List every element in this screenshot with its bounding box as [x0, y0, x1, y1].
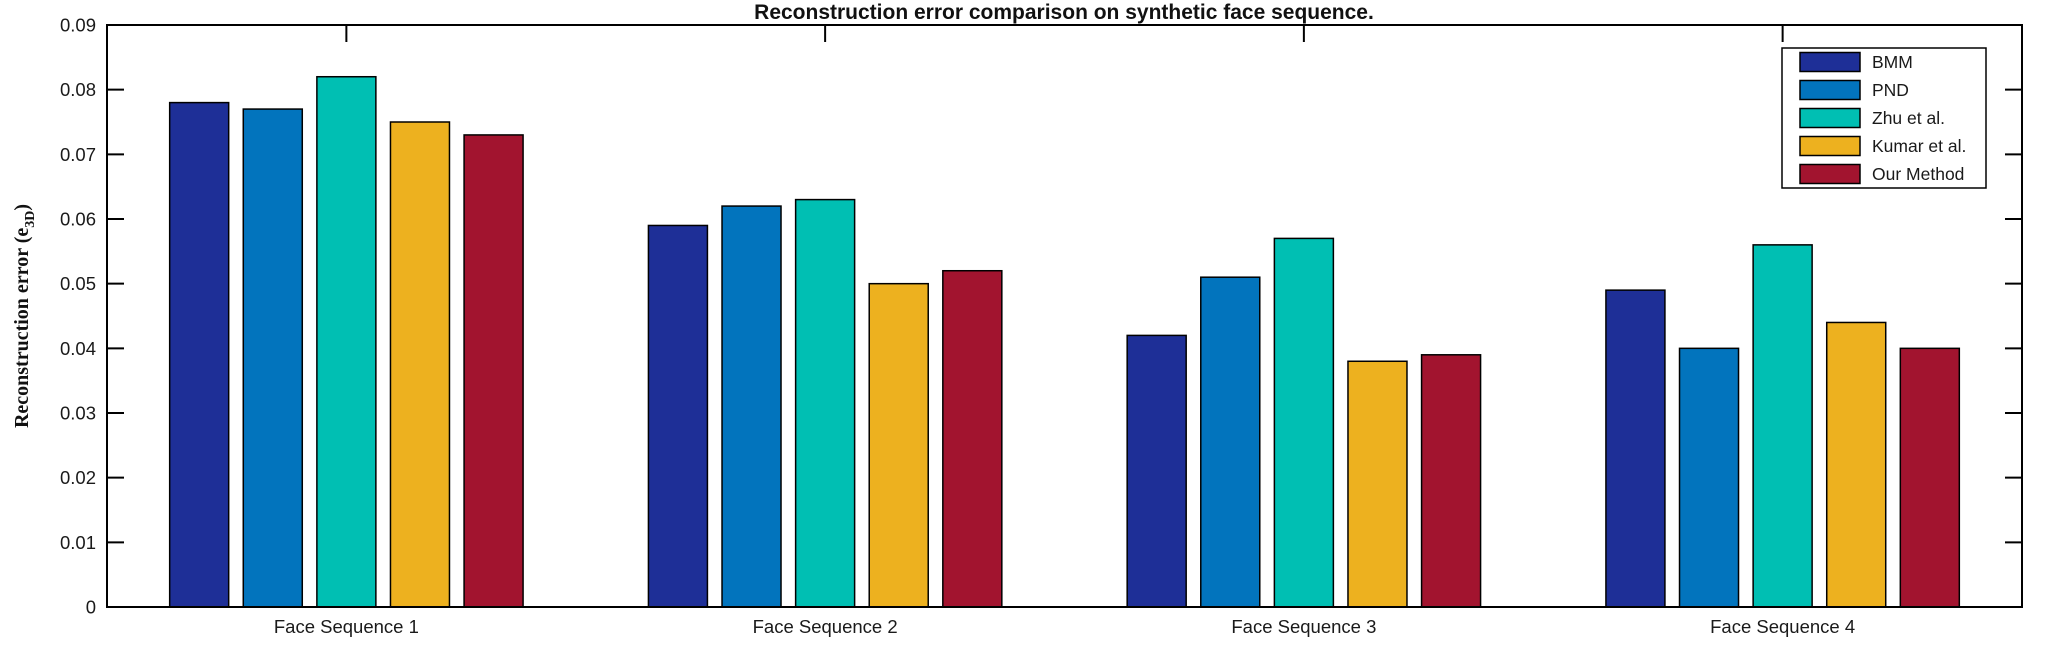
y-tick-label: 0.09: [60, 15, 96, 36]
bar-our-method-face-sequence-1: [463, 134, 524, 608]
bar-our-method-face-sequence-4: [1899, 347, 1961, 608]
bar-kumar-et-al-face-sequence-2: [868, 282, 929, 608]
legend: BMM PND Zhu et al. Kumar et al. Our Method: [1781, 47, 1987, 189]
legend-swatch-our-method: [1799, 163, 1861, 185]
bar-kumar-et-al-face-sequence-1: [389, 121, 451, 608]
x-category-label-face-sequence-3: Face Sequence 3: [1231, 616, 1376, 637]
y-axis-label-close: ): [11, 204, 33, 211]
legend-label-bmm: BMM: [1872, 52, 1913, 72]
y-tick-label: 0.06: [60, 209, 96, 230]
bar-bmm-face-sequence-2: [647, 224, 709, 608]
y-tick-label: 0.04: [60, 338, 96, 359]
legend-label-our-method: Our Method: [1872, 164, 1964, 184]
chart-title: Reconstruction error comparison on synth…: [754, 1, 1374, 24]
bar-bmm-face-sequence-1: [168, 101, 230, 608]
bar-zhu-et-al-face-sequence-3: [1273, 237, 1335, 608]
bar-our-method-face-sequence-3: [1420, 354, 1482, 608]
y-tick-label: 0.01: [60, 532, 96, 553]
x-category-label-face-sequence-2: Face Sequence 2: [753, 616, 898, 637]
plot-area: 0 0.01 0.02 0.03 0.04 0.05 0.06 0.07 0.08 0.09 Fac…: [60, 15, 2023, 637]
bar-kumar-et-al-face-sequence-3: [1347, 360, 1408, 608]
bar-pnd-face-sequence-3: [1200, 276, 1261, 608]
legend-swatch-pnd: [1799, 79, 1861, 101]
y-tick-label: 0.03: [60, 403, 96, 424]
legend-swatch-kumar-et-al: [1799, 135, 1861, 157]
legend-label-pnd: PND: [1872, 80, 1909, 100]
y-tick-label: 0.02: [60, 467, 96, 488]
legend-swatch-bmm: [1799, 51, 1861, 73]
bar-bmm-face-sequence-4: [1605, 289, 1666, 608]
legend-label-kumar-et-al: Kumar et al.: [1872, 136, 1966, 156]
bar-zhu-et-al-face-sequence-1: [316, 75, 377, 608]
legend-swatch-zhu-et-al: [1799, 107, 1861, 129]
bar-zhu-et-al-face-sequence-4: [1752, 244, 1813, 608]
bar-pnd-face-sequence-4: [1678, 347, 1740, 608]
x-category-label-face-sequence-1: Face Sequence 1: [274, 616, 419, 637]
y-tick-label: 0.07: [60, 144, 96, 165]
y-tick-label: 0.05: [60, 273, 96, 294]
x-category-label-face-sequence-4: Face Sequence 4: [1710, 616, 1855, 637]
bar-zhu-et-al-face-sequence-2: [794, 198, 856, 608]
bar-bmm-face-sequence-3: [1126, 334, 1187, 608]
bar-our-method-face-sequence-2: [942, 269, 1003, 608]
legend-label-zhu-et-al: Zhu et al.: [1872, 108, 1945, 128]
bar-kumar-et-al-face-sequence-4: [1825, 321, 1887, 608]
axes-box: [106, 24, 2023, 608]
y-tick-label: 0: [86, 597, 96, 618]
y-axis-label-main: Reconstruction error (e: [11, 228, 33, 428]
y-tick-label: 0.08: [60, 79, 96, 100]
bar-pnd-face-sequence-2: [721, 205, 782, 608]
y-axis-label: Reconstruction error (e3D): [11, 204, 38, 428]
y-axis-label-subscript: 3D: [23, 211, 38, 228]
bar-pnd-face-sequence-1: [242, 108, 304, 608]
